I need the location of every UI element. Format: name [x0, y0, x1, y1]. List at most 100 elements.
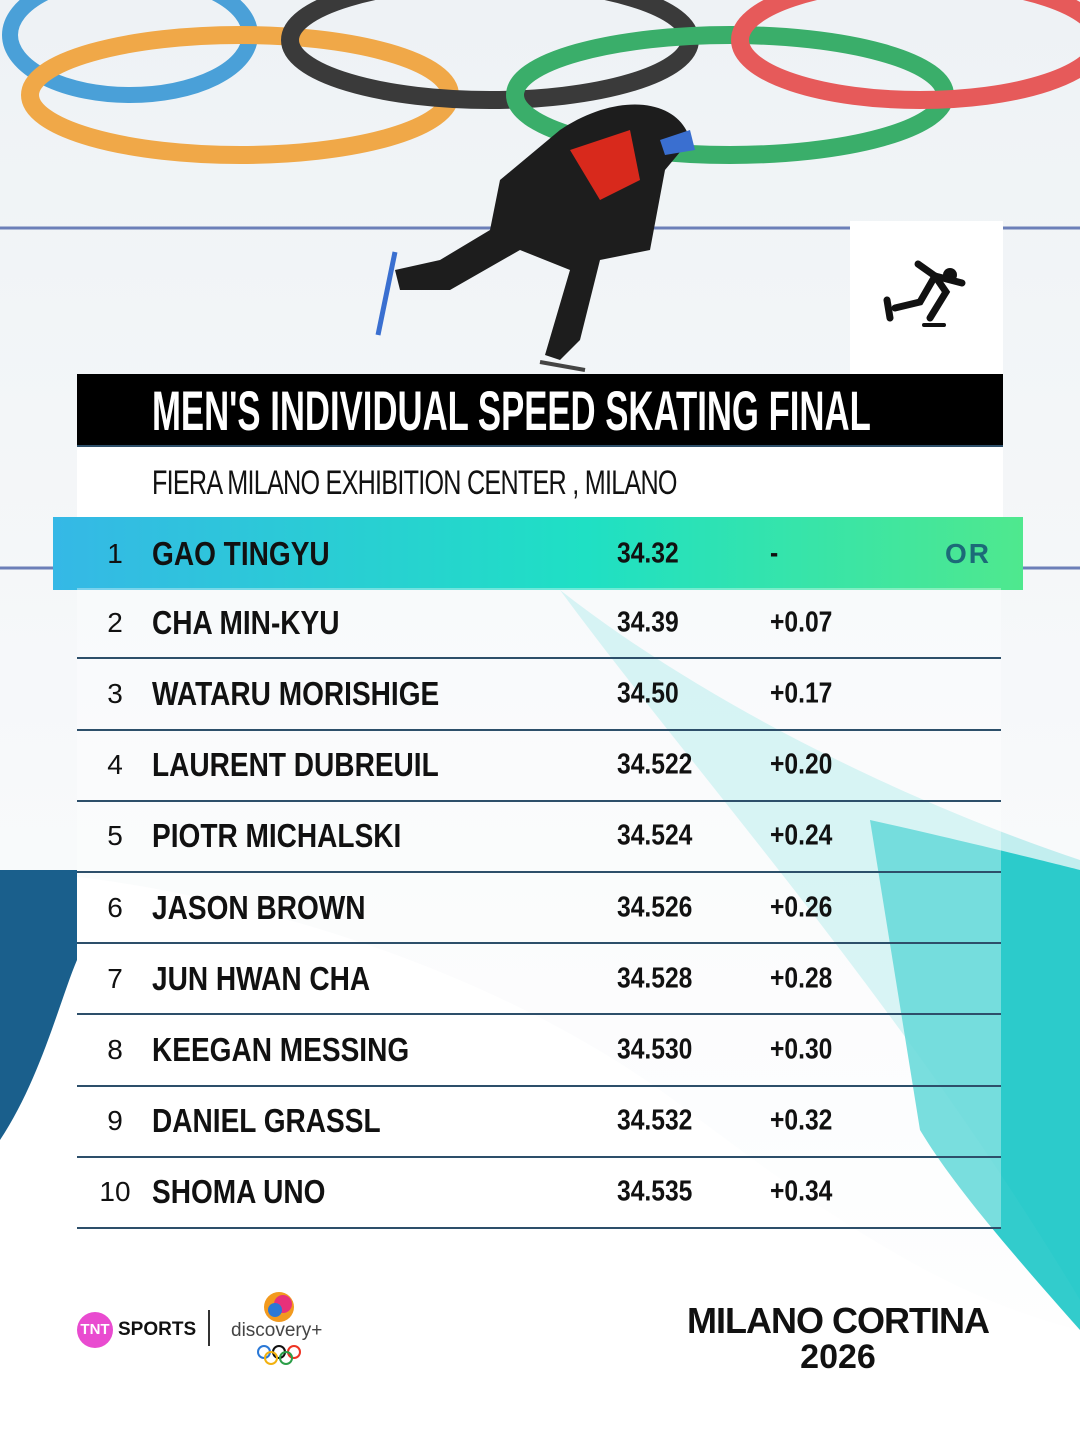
- result-row: 10 SHOMA UNO 34.535 +0.34: [77, 1157, 1001, 1229]
- rank: 6: [107, 891, 123, 923]
- gap: +0.28: [770, 962, 843, 995]
- result-row: 4 LAURENT DUBREUIL 34.522 +0.20: [77, 730, 1001, 802]
- row-cells: 2 CHA MIN-KYU 34.39 +0.07: [77, 588, 1001, 657]
- row-cells: 7 JUN HWAN CHA 34.528 +0.28: [77, 944, 1001, 1013]
- time: 34.526: [617, 891, 706, 924]
- gap: +0.20: [770, 749, 843, 782]
- rank: 8: [107, 1033, 123, 1065]
- subtitle: FIERA MILANO EXHIBITION CENTER , MILANO: [152, 464, 677, 502]
- gap-text: +0.26: [770, 891, 833, 924]
- name: JUN HWAN CHA: [152, 960, 409, 998]
- result-row: 6 JASON BROWN 34.526 +0.26: [77, 873, 1001, 945]
- result-row: 5 PIOTR MICHALSKI 34.524 +0.24: [77, 801, 1001, 873]
- rank: 3: [107, 677, 123, 709]
- row-cells: 4 LAURENT DUBREUIL 34.522 +0.20: [77, 731, 1001, 800]
- gap-text: -: [770, 537, 779, 569]
- rank: 7: [107, 962, 123, 994]
- name-text: LAURENT DUBREUIL: [152, 746, 439, 784]
- event-year: 2026: [800, 1338, 876, 1376]
- time-text: 34.524: [617, 819, 693, 852]
- gap-text: +0.34: [770, 1175, 833, 1208]
- name: LAURENT DUBREUIL: [152, 746, 489, 784]
- name: CHA MIN-KYU: [152, 604, 373, 642]
- time-text: 34.535: [617, 1175, 693, 1208]
- time: 34.32: [617, 537, 690, 570]
- rank: 10: [99, 1176, 131, 1208]
- gap: +0.24: [770, 820, 843, 853]
- row-cells: 10 SHOMA UNO 34.535 +0.34: [77, 1158, 1001, 1227]
- skater-photo: [375, 104, 695, 372]
- name-text: JASON BROWN: [152, 888, 366, 926]
- name-text: DANIEL GRASSL: [152, 1102, 381, 1140]
- row-cells: 3 WATARU MORISHIGE 34.50 +0.17: [77, 659, 1001, 728]
- row-cells: 8 KEEGAN MESSING 34.530 +0.30: [77, 1015, 1001, 1084]
- name: JASON BROWN: [152, 889, 403, 927]
- gap: +0.32: [770, 1105, 843, 1138]
- name: WATARU MORISHIGE: [152, 675, 490, 713]
- time-text: 34.522: [617, 748, 693, 781]
- time-text: 34.32: [617, 537, 679, 569]
- time-text: 34.50: [617, 677, 679, 710]
- name-text: PIOTR MICHALSKI: [152, 817, 402, 855]
- gap-text: +0.24: [770, 819, 833, 852]
- row-cells: 6 JASON BROWN 34.526 +0.26: [77, 873, 1001, 942]
- discovery-logo: [257, 1292, 301, 1365]
- time: 34.532: [617, 1105, 706, 1138]
- broadcaster: SPORTS: [118, 1319, 197, 1340]
- time-text: 34.526: [617, 891, 693, 924]
- name: PIOTR MICHALSKI: [152, 817, 445, 855]
- result-row: 8 KEEGAN MESSING 34.530 +0.30: [77, 1015, 1001, 1087]
- time: 34.535: [617, 1176, 706, 1209]
- name: GAO TINGYU: [152, 535, 361, 573]
- name: KEEGAN MESSING: [152, 1031, 455, 1069]
- time: 34.50: [617, 677, 690, 710]
- streaming: discovery+: [231, 1320, 323, 1341]
- time: 34.528: [617, 962, 706, 995]
- name-text: WATARU MORISHIGE: [152, 674, 440, 712]
- rank: 5: [107, 820, 123, 852]
- gap: -: [770, 537, 780, 570]
- gap: +0.34: [770, 1176, 843, 1209]
- name-text: SHOMA UNO: [152, 1173, 326, 1211]
- row-cells: 1 GAO TINGYU 34.32 - OR: [77, 517, 1001, 590]
- result-row: 1 GAO TINGYU 34.32 - OR: [53, 517, 1023, 590]
- name-text: KEEGAN MESSING: [152, 1030, 410, 1068]
- gap-text: +0.30: [770, 1033, 833, 1066]
- gap-text: +0.17: [770, 677, 833, 710]
- gap-text: +0.20: [770, 748, 833, 781]
- name-text: GAO TINGYU: [152, 534, 330, 572]
- event-name: MILANO CORTINA: [687, 1300, 990, 1341]
- name: SHOMA UNO: [152, 1173, 356, 1211]
- gap-text: +0.28: [770, 962, 833, 995]
- tnt-badge: TNT: [77, 1312, 113, 1348]
- gap-text: +0.07: [770, 606, 833, 639]
- title: MEN'S INDIVIDUAL SPEED SKATING FINAL: [152, 379, 871, 442]
- subtitle-bar: FIERA MILANO EXHIBITION CENTER , MILANO: [77, 447, 1003, 517]
- time: 34.522: [617, 749, 706, 782]
- name-text: CHA MIN-KYU: [152, 603, 340, 641]
- result-row: 7 JUN HWAN CHA 34.528 +0.28: [77, 944, 1001, 1016]
- gap: +0.07: [770, 606, 843, 639]
- time: 34.39: [617, 606, 690, 639]
- title-bar: MEN'S INDIVIDUAL SPEED SKATING FINAL: [77, 374, 1003, 447]
- sport-pictogram: [883, 260, 966, 327]
- gap-text: +0.32: [770, 1104, 833, 1137]
- rank: 9: [107, 1105, 123, 1137]
- name: DANIEL GRASSL: [152, 1102, 421, 1140]
- name-text: JUN HWAN CHA: [152, 959, 371, 997]
- rank: 2: [107, 606, 123, 638]
- row-cells: 9 DANIEL GRASSL 34.532 +0.32: [77, 1087, 1001, 1156]
- row-cells: 5 PIOTR MICHALSKI 34.524 +0.24: [77, 802, 1001, 871]
- divider: [208, 1310, 210, 1346]
- result-row: 9 DANIEL GRASSL 34.532 +0.32: [77, 1086, 1001, 1158]
- time: 34.530: [617, 1033, 706, 1066]
- result-row: 2 CHA MIN-KYU 34.39 +0.07: [77, 588, 1001, 660]
- time-text: 34.532: [617, 1104, 693, 1137]
- gap: +0.30: [770, 1033, 843, 1066]
- gap: +0.26: [770, 891, 843, 924]
- time-text: 34.528: [617, 962, 693, 995]
- result-row: 3 WATARU MORISHIGE 34.50 +0.17: [77, 659, 1001, 731]
- rank: 1: [107, 537, 123, 569]
